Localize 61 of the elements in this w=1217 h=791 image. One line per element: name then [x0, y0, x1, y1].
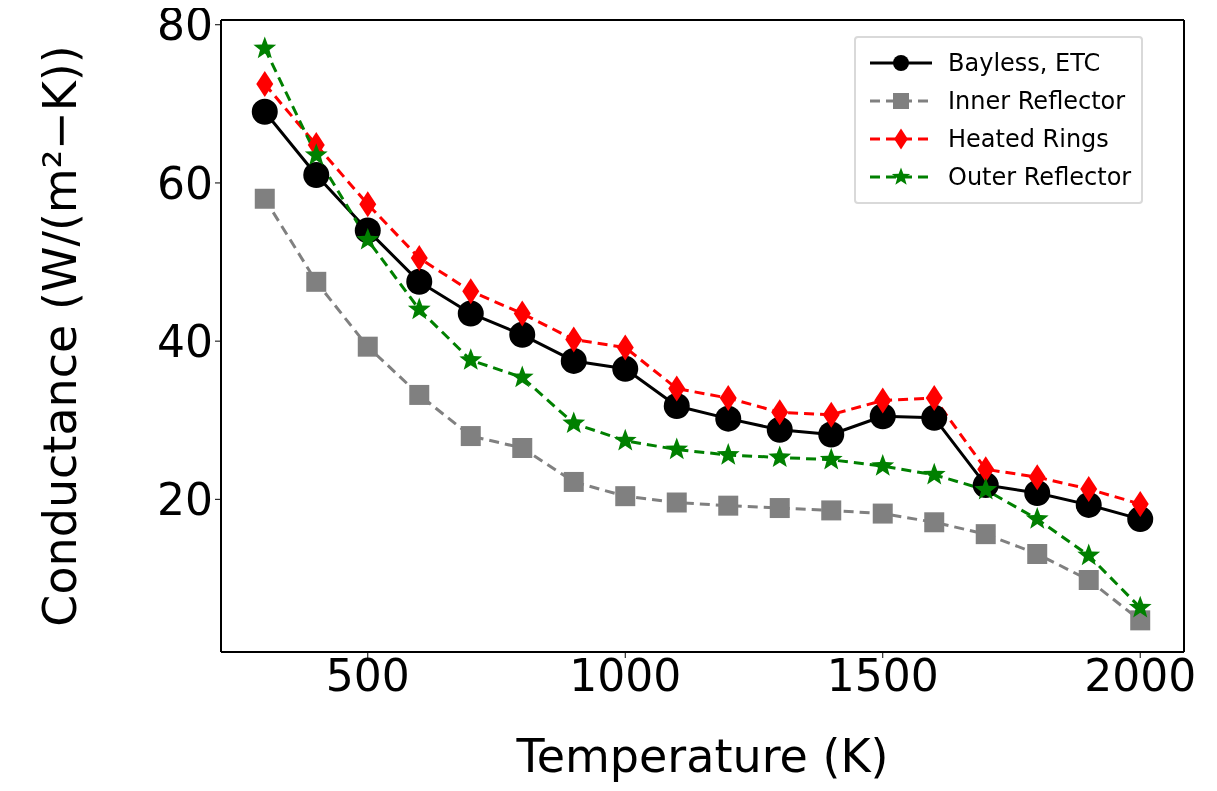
- point: [716, 443, 740, 465]
- point: [612, 355, 639, 382]
- point: [1025, 507, 1049, 529]
- point: [818, 421, 845, 448]
- point: [510, 365, 534, 388]
- legend-label: Heated Rings: [948, 125, 1109, 153]
- point: [356, 227, 380, 250]
- x-tick-label: 500: [325, 650, 410, 702]
- point: [819, 447, 843, 470]
- point: [766, 416, 793, 443]
- point: [509, 321, 536, 348]
- point: [306, 271, 327, 292]
- point: [663, 393, 690, 419]
- point: [303, 162, 330, 189]
- point: [563, 471, 584, 492]
- point: [1027, 543, 1048, 564]
- point: [512, 437, 533, 458]
- point: [615, 486, 636, 507]
- point: [459, 348, 483, 370]
- point: [1078, 570, 1099, 591]
- legend-label: Bayless, ETC: [948, 49, 1101, 77]
- point: [560, 347, 587, 374]
- legend-label: Outer Reflector: [948, 163, 1132, 191]
- point: [975, 524, 996, 545]
- y-tick-label: 60: [157, 157, 213, 209]
- point: [922, 462, 946, 485]
- point: [457, 300, 484, 327]
- point: [251, 98, 278, 125]
- y-tick-label: 40: [157, 315, 213, 367]
- point: [253, 36, 277, 59]
- x-tick-label: 2000: [1084, 650, 1197, 702]
- point: [821, 500, 842, 521]
- point: [768, 445, 792, 468]
- legend-label: Inner Reflector: [948, 87, 1126, 115]
- point: [871, 454, 895, 476]
- point: [715, 405, 742, 432]
- x-axis-title: Temperature (K): [515, 729, 889, 783]
- point: [924, 512, 945, 533]
- x-tick-label: 1000: [569, 650, 682, 702]
- y-tick-label: 80: [157, 0, 213, 51]
- point: [1077, 543, 1101, 566]
- point: [460, 426, 481, 447]
- point: [718, 495, 739, 516]
- x-tick-label: 1500: [826, 650, 939, 702]
- y-axis-title: Conductance (W/(m²−K)): [32, 45, 87, 627]
- point: [613, 428, 637, 451]
- point: [409, 384, 430, 405]
- point: [357, 336, 378, 357]
- point: [921, 404, 948, 431]
- point: [974, 477, 998, 500]
- point: [666, 492, 687, 513]
- point: [562, 411, 586, 434]
- point: [665, 437, 689, 460]
- y-tick-label: 20: [157, 473, 213, 525]
- point: [407, 297, 431, 320]
- point: [769, 498, 790, 519]
- point: [406, 268, 433, 295]
- point: [1128, 595, 1152, 618]
- point: [872, 503, 893, 524]
- point: [254, 188, 275, 209]
- point: [304, 143, 328, 165]
